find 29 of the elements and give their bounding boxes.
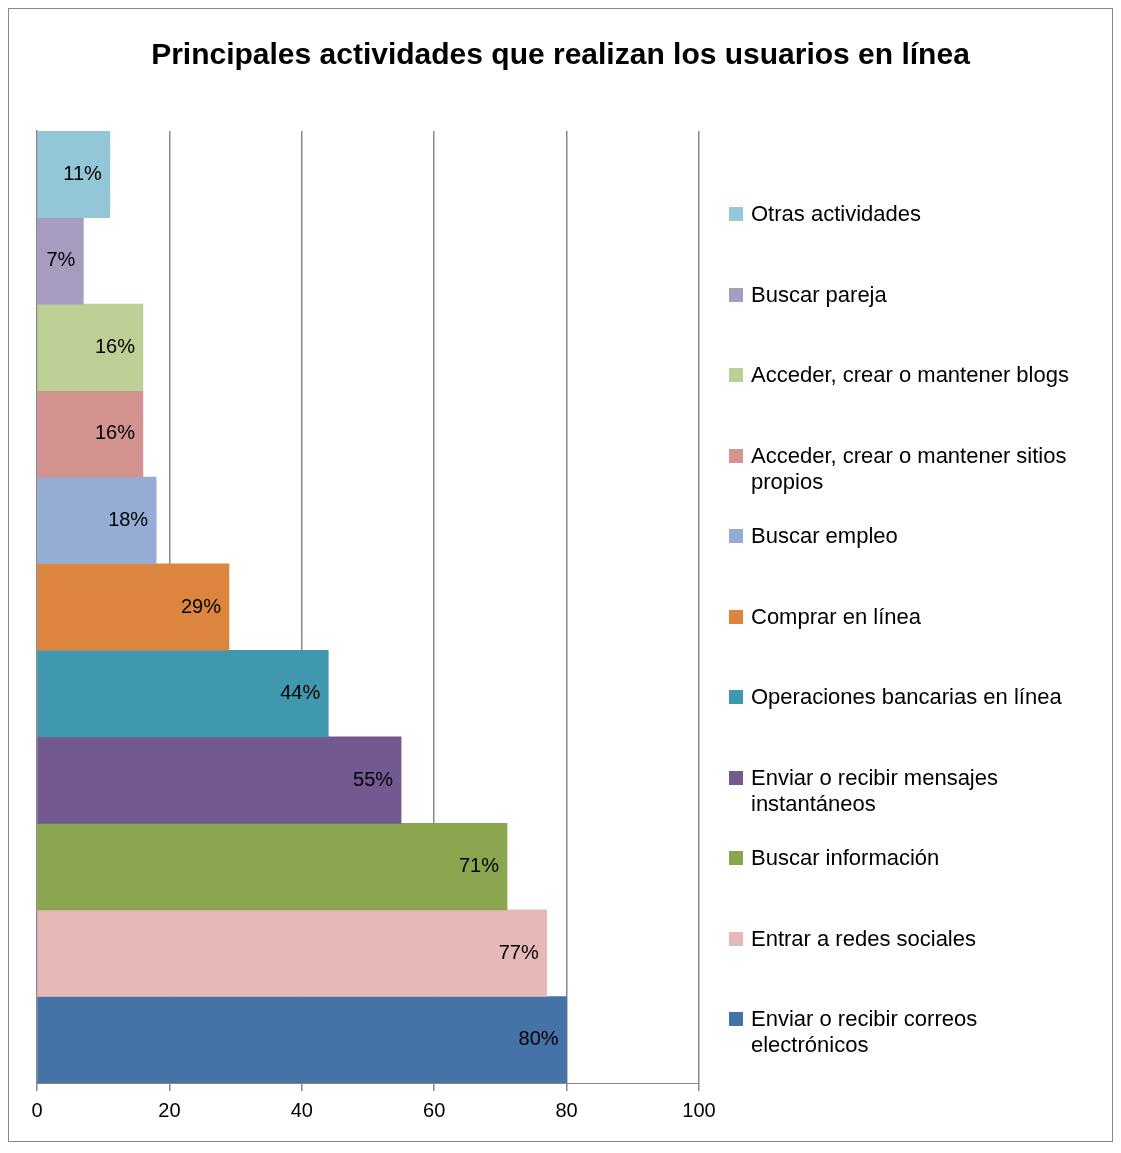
x-tick-label: 40	[290, 1098, 313, 1121]
x-tick-label: 80	[555, 1098, 578, 1121]
x-tick-label: 20	[158, 1098, 181, 1121]
data-label: 80%	[518, 1027, 559, 1050]
data-label: 55%	[353, 767, 394, 790]
legend-label: Operaciones bancarias en línea	[751, 684, 1062, 710]
legend-label: Acceder, crear o mantener blogs	[751, 362, 1069, 388]
data-label: 16%	[94, 421, 136, 444]
data-label: 29%	[180, 594, 222, 617]
data-label: 16%	[94, 334, 136, 357]
legend-label: Enviar o recibir correos electrónicos	[751, 1006, 979, 1058]
x-tick-label: 0	[31, 1098, 43, 1121]
chart-title: Principales actividades que realizan los usuarios en línea	[150, 36, 971, 72]
x-tick-label: 100	[682, 1098, 716, 1121]
data-label: 11%	[63, 161, 103, 184]
legend-label: Entrar a redes sociales	[751, 925, 976, 952]
data-label: 18%	[108, 507, 149, 530]
legend-label: Buscar empleo	[751, 523, 898, 549]
data-label: 44%	[280, 681, 321, 704]
data-label: 77%	[498, 940, 539, 963]
legend-label: Acceder, crear o mantener sitios propios	[751, 442, 1068, 495]
data-label: 71%	[458, 854, 500, 877]
legend-label: Buscar pareja	[751, 281, 887, 308]
data-label: 7%	[46, 248, 76, 271]
legend-label: Buscar información	[751, 845, 940, 871]
legend-label: Enviar o recibir mensajes instantáneos	[751, 764, 999, 817]
legend-label: Comprar en línea	[751, 603, 921, 630]
x-tick-label: 60	[423, 1098, 446, 1121]
legend-label: Otras actividades	[751, 201, 921, 227]
